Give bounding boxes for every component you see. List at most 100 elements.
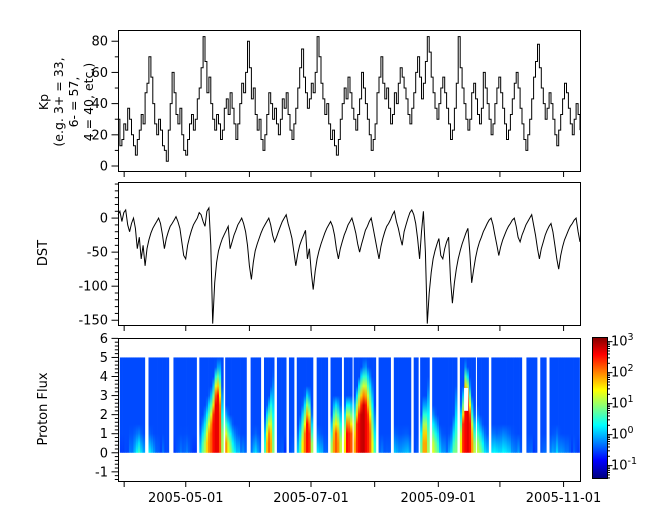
heatmap-column [205,357,209,453]
x-tick-label: 2005-11-01 [526,491,602,506]
heatmap-column [279,357,282,453]
heatmap-column [186,357,189,453]
heatmap-column [398,357,401,453]
heatmap-column [346,357,349,453]
heatmap-column [303,357,307,453]
heatmap-column [436,357,440,453]
heatmap-column [272,357,275,453]
heatmap-column [476,357,480,453]
heatmap-column [137,357,141,453]
heatmap-column [388,357,391,453]
heatmap-column [459,357,463,453]
heatmap-column [263,357,267,453]
heatmap-column [296,357,300,453]
heatmap-column [199,357,202,453]
heatmap-column [441,357,444,453]
heatmap-column [462,357,465,453]
heatmap-column [135,357,139,453]
y-tick-label: -100 [78,280,108,295]
heatmap-column [256,357,260,453]
heatmap-column [400,357,403,453]
heatmap-column [240,357,243,453]
heatmap-column [343,357,347,453]
heatmap-column [495,357,499,453]
colorbar-tick-label: 103 [611,331,634,349]
heatmap-column [493,357,496,453]
heatmap-column [353,357,357,453]
dst-panel: 0 -50 -100 -150 [78,182,581,331]
heatmap-column [471,357,474,453]
heatmap-column [448,357,451,453]
heatmap-column [281,357,285,453]
heatmap-column [310,357,314,453]
heatmap-column [497,357,501,453]
heatmap-column [408,357,412,453]
heatmap-column [420,357,423,453]
y-tick-label: -1 [95,465,108,480]
heatmap-column [318,357,322,453]
heatmap-column [210,357,213,453]
heatmap-column [301,357,305,453]
heatmap-column [177,357,181,453]
heatmap-column [553,357,557,453]
heatmap-column [526,357,529,453]
heatmap-column [393,357,397,453]
proton-flux-panel: -1 0 1 2 3 4 5 6 [95,332,581,487]
proton-flux-heatmap [119,357,580,453]
heatmap-column [237,357,241,453]
heatmap-column [452,357,456,453]
heatmap-column [131,357,134,453]
heatmap-column [231,357,235,453]
panel-frame [118,30,581,172]
y-tick-label: 2 [100,408,108,423]
heatmap-column [483,357,487,453]
y-tick-label: 0 [100,160,108,175]
heatmap-column [252,357,256,453]
heatmap-column [173,357,176,453]
heatmap-column [454,357,458,453]
x-axis-labels: 2005-05-01 2005-07-01 2005-09-01 2005-11-01 [148,491,601,506]
heatmap-column [486,357,489,453]
heatmap-column [124,357,127,453]
heatmap-column [371,357,374,453]
heatmap-column [268,357,271,453]
heatmap-column [323,357,326,453]
heatmap-column [216,357,220,453]
heatmap-column [378,357,382,453]
heatmap-column [321,357,324,453]
heatmap-column [266,357,269,453]
heatmap-column [562,357,565,453]
heatmap-column [179,357,183,453]
heatmap-column [380,357,384,453]
heatmap-column [157,357,161,453]
heatmap-column [450,357,453,453]
dst-series [117,206,581,324]
heatmap-column [242,357,245,453]
heatmap-column [164,357,167,453]
y-tick-label: 0 [100,446,108,461]
heatmap-column [175,357,178,453]
y-tick-label: 60 [91,66,108,81]
y-tick-label: 40 [91,97,108,112]
heatmap-column [468,357,472,453]
heatmap-column [201,357,205,453]
heatmap-column [560,357,563,453]
heatmap-column [221,357,224,453]
heatmap-column [517,357,520,453]
heatmap-column [339,357,342,453]
heatmap-column [140,357,143,453]
heatmap-gap [464,387,469,411]
heatmap-column [348,357,351,453]
heatmap-column [570,357,574,453]
heatmap-column [566,357,570,453]
heatmap-column [402,357,405,453]
y-tick-label: 1 [100,427,108,442]
heatmap-column [183,357,187,453]
colorbar-tick-label: 101 [611,393,634,411]
heatmap-column [192,357,195,453]
panel-frame [118,182,581,326]
y-tick-label: 6 [100,332,108,347]
heatmap-column [542,357,545,453]
heatmap-column [250,357,253,453]
heatmap-column [119,357,123,453]
